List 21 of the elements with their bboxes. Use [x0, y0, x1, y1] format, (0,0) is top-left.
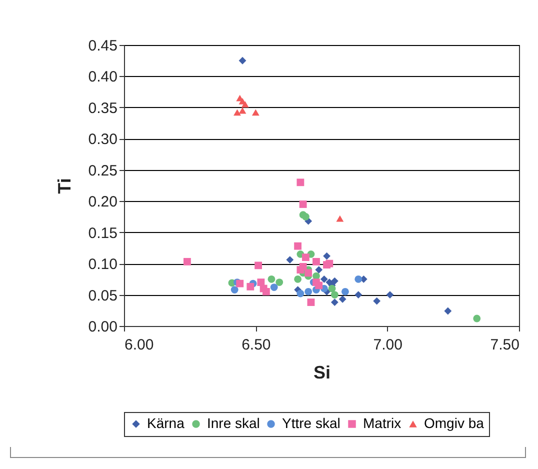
- y-tick-label: 0.40: [88, 68, 118, 86]
- x-tick-label: 7.50: [490, 336, 520, 354]
- x-axis-title: Si: [313, 362, 331, 382]
- y-tick-label: 0.10: [88, 256, 118, 274]
- y-tick-label: 0.35: [88, 100, 118, 117]
- legend-label: Inre skal: [207, 415, 260, 431]
- x-tick-label: 6.50: [242, 336, 271, 354]
- y-tick-label: 0.00: [88, 318, 118, 336]
- x-tick-label: 7.00: [373, 336, 402, 354]
- legend-label: Matrix: [363, 415, 402, 431]
- y-tick-label: 0.05: [88, 287, 118, 304]
- y-tick-label: 0.20: [88, 194, 118, 211]
- legend-label: Kärna: [147, 415, 185, 431]
- y-axis-title: Ti: [54, 178, 74, 194]
- legend-label: Yttre skal: [282, 415, 340, 431]
- y-tick-label: 0.15: [88, 224, 118, 242]
- y-tick-label: 0.45: [88, 38, 118, 54]
- legend-label: Omgiv ba: [424, 415, 484, 431]
- y-tick-label: 0.25: [88, 162, 118, 180]
- y-tick-label: 0.30: [88, 131, 118, 148]
- x-tick-label: 6.00: [124, 336, 154, 354]
